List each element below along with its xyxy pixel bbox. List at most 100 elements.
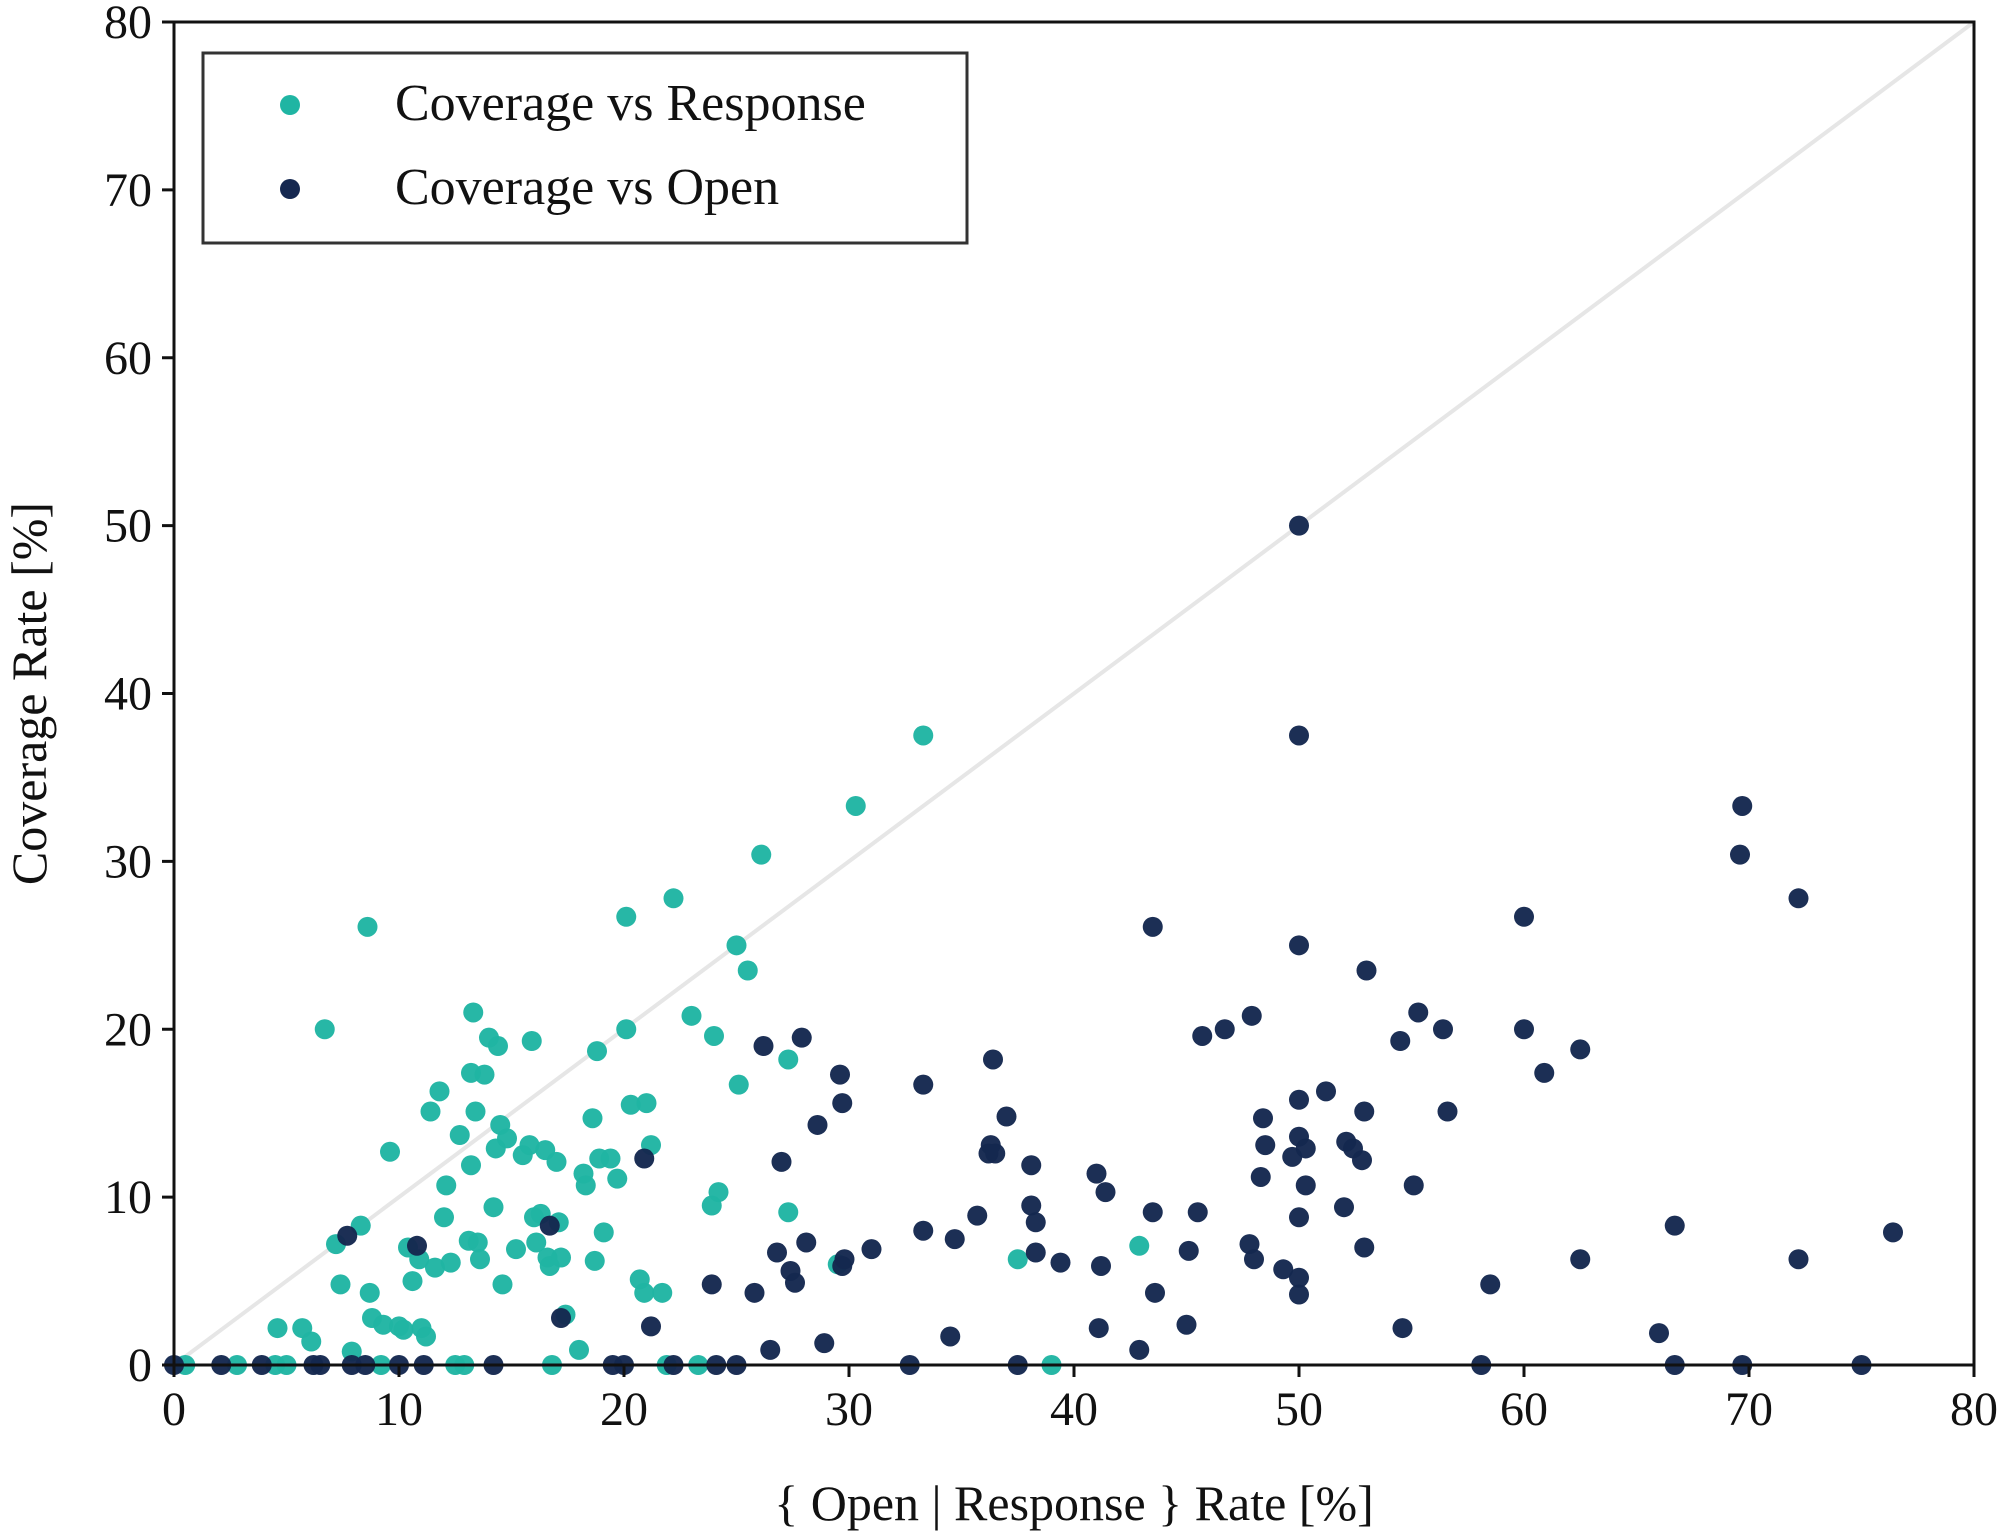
x-tick-label: 0 (162, 1383, 186, 1436)
data-point (1730, 844, 1750, 865)
data-point (1433, 1019, 1453, 1040)
data-point (1883, 1222, 1903, 1243)
data-point (807, 1114, 828, 1135)
data-point (785, 1272, 805, 1293)
data-point (913, 725, 934, 746)
data-point (1295, 1175, 1316, 1196)
data-point (1788, 1249, 1809, 1270)
data-point (791, 1027, 812, 1048)
data-point (771, 1151, 792, 1172)
x-tick-label: 80 (1950, 1383, 1998, 1436)
y-tick-label: 60 (104, 332, 152, 385)
y-tick-label: 40 (104, 668, 152, 721)
data-point (636, 1093, 657, 1114)
data-point (814, 1333, 835, 1354)
x-tick-label: 10 (375, 1383, 423, 1436)
data-point (1295, 1138, 1316, 1159)
data-point (373, 1314, 394, 1335)
data-point (1021, 1155, 1042, 1176)
data-point (944, 1229, 965, 1250)
data-point (620, 1094, 641, 1115)
y-tick-label: 50 (104, 500, 152, 553)
x-axis-title: { Open | Response } Rate [%] (774, 1475, 1374, 1531)
data-point (967, 1205, 988, 1226)
x-tick-label: 20 (600, 1383, 648, 1436)
data-point (634, 1282, 655, 1303)
data-point (652, 1282, 673, 1303)
data-point (407, 1235, 427, 1256)
data-point (1570, 1249, 1591, 1270)
data-point (506, 1239, 526, 1260)
reference-diagonal-line (172, 20, 1976, 1367)
data-point (330, 1274, 351, 1295)
data-point (1129, 1235, 1150, 1256)
data-point (546, 1151, 567, 1172)
data-point (985, 1143, 1006, 1164)
data-point (1514, 906, 1534, 927)
data-point (1289, 935, 1309, 956)
data-point (767, 1242, 787, 1263)
data-point (1091, 1255, 1111, 1276)
data-point (584, 1250, 605, 1271)
data-point (357, 916, 378, 937)
data-point (1050, 1252, 1071, 1273)
data-point (519, 1135, 540, 1156)
y-tick-label: 10 (104, 1171, 152, 1224)
data-point (1021, 1195, 1042, 1216)
data-point (483, 1197, 504, 1218)
data-point (778, 1202, 799, 1223)
data-point (1334, 1197, 1354, 1218)
y-axis-title: Coverage Rate [%] (1, 502, 57, 885)
data-point (420, 1101, 441, 1122)
data-point (701, 1274, 722, 1295)
data-point (744, 1282, 765, 1303)
data-point (1408, 1002, 1429, 1023)
data-point (461, 1155, 481, 1176)
y-tick-label: 20 (104, 1003, 152, 1056)
data-point (587, 1041, 607, 1062)
data-point (1255, 1135, 1276, 1156)
data-point (463, 1002, 484, 1023)
data-point (796, 1232, 817, 1253)
data-point (1437, 1101, 1458, 1122)
data-point (1129, 1339, 1150, 1360)
data-point (737, 960, 758, 981)
data-point (753, 1036, 774, 1057)
data-point (1088, 1318, 1109, 1339)
data-point (1392, 1318, 1413, 1339)
data-point (393, 1319, 414, 1340)
data-point (708, 1182, 729, 1203)
data-point (681, 1005, 702, 1026)
data-point (728, 1074, 749, 1095)
data-point (1316, 1081, 1336, 1102)
data-point (1788, 888, 1809, 909)
data-point (1142, 1202, 1163, 1223)
x-axis-ticks: 0 10 20 30 40 50 60 70 80 (162, 1365, 1998, 1436)
data-point (1403, 1175, 1424, 1196)
data-point (1086, 1163, 1107, 1184)
data-point (551, 1307, 571, 1328)
data-point (582, 1108, 603, 1129)
data-point (1289, 1284, 1309, 1305)
data-point (1025, 1242, 1046, 1263)
data-point (1732, 795, 1753, 816)
data-point (600, 1148, 621, 1169)
data-point (575, 1175, 596, 1196)
data-point (1289, 1207, 1309, 1228)
legend-marker-response (280, 95, 300, 115)
data-point (1239, 1234, 1260, 1255)
data-point (1273, 1259, 1294, 1280)
y-tick-label: 70 (104, 164, 152, 217)
x-tick-label: 30 (825, 1383, 873, 1436)
data-point (436, 1175, 457, 1196)
data-point (704, 1025, 724, 1046)
data-point (845, 795, 866, 816)
data-point (913, 1074, 934, 1095)
legend: Coverage vs Response Coverage vs Open (201, 51, 969, 245)
data-point (983, 1049, 1003, 1070)
data-point (607, 1168, 628, 1189)
data-point (830, 1064, 850, 1085)
data-point (832, 1093, 853, 1114)
data-point (996, 1106, 1017, 1127)
